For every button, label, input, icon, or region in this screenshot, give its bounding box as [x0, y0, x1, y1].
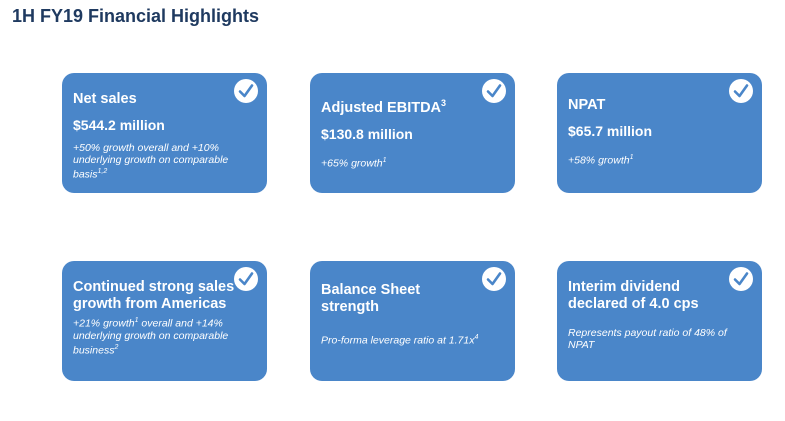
card-title: Interim dividend declared of 4.0 cps: [568, 279, 699, 312]
card-balance-sheet: Balance Sheet strength Pro-forma leverag…: [310, 261, 515, 381]
checkmark-icon: [482, 267, 506, 291]
card-title: Adjusted EBITDA3: [321, 98, 447, 116]
card-note: Pro-forma leverage ratio at 1.71x4: [321, 334, 479, 347]
checkmark-icon: [729, 79, 753, 103]
checkmark-icon: [234, 267, 258, 291]
card-interim-dividend: Interim dividend declared of 4.0 cps Rep…: [557, 261, 762, 381]
card-title: Balance Sheet strength: [321, 282, 421, 315]
card-value: $65.7 million: [568, 123, 653, 139]
card-value: $130.8 million: [321, 125, 413, 142]
card-note: +50% growth overall and +10% underlying …: [73, 142, 229, 181]
card-americas-growth: Continued strong sales growth from Ameri…: [62, 261, 267, 381]
card-title: Continued strong sales growth from Ameri…: [73, 279, 235, 312]
card-value: $544.2 million: [73, 117, 165, 133]
card-npat: NPAT $65.7 million +58% growth1: [557, 73, 762, 193]
card-note: Represents payout ratio of 48% of NPAT: [568, 327, 727, 351]
card-net-sales: Net sales $544.2 million +50% growth ove…: [62, 73, 267, 193]
card-adjusted-ebitda: Adjusted EBITDA3 $130.8 million +65% gro…: [310, 73, 515, 193]
checkmark-icon: [234, 79, 258, 103]
page-title: 1H FY19 Financial Highlights: [12, 6, 260, 26]
card-title: NPAT: [568, 97, 606, 113]
card-title: Net sales: [73, 91, 137, 107]
card-note: +65% growth1: [321, 156, 387, 170]
card-note: +21% growth1 overall and +14% underlying…: [73, 317, 229, 356]
checkmark-icon: [482, 79, 506, 103]
checkmark-icon: [729, 267, 753, 291]
card-note: +58% growth1: [568, 154, 634, 167]
